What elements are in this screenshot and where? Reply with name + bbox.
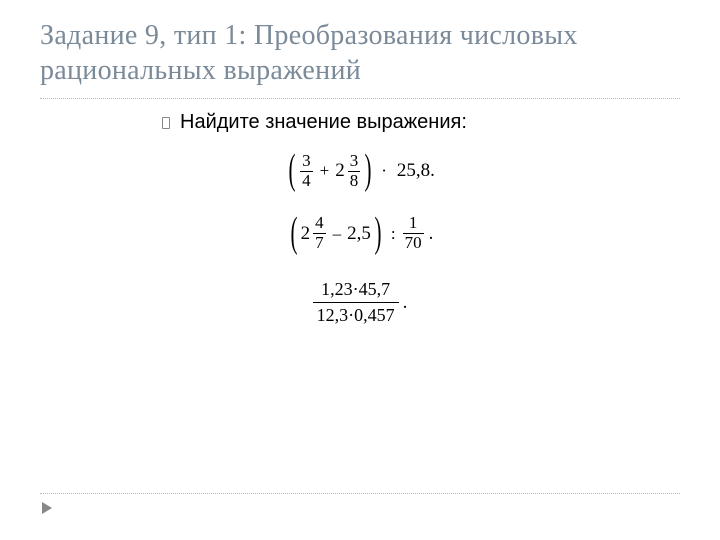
long-fraction: 1,23·45,7 12,3·0,457 bbox=[313, 277, 399, 329]
right-paren-icon: ) bbox=[374, 217, 381, 251]
content-area: Найдите значение выражения: ( 3 4 + 2 3 … bbox=[0, 99, 720, 329]
denominator: 8 bbox=[348, 171, 361, 191]
denominator: 12,3·0,457 bbox=[313, 302, 399, 328]
fraction: 1 70 bbox=[403, 214, 424, 252]
numerator: 3 bbox=[348, 152, 361, 171]
mixed-number: 2 4 7 bbox=[301, 214, 327, 252]
period: . bbox=[429, 223, 434, 245]
left-paren-icon: ( bbox=[290, 217, 297, 251]
decimal-value: 25,8. bbox=[397, 160, 435, 182]
operator-divide: : bbox=[391, 224, 396, 244]
numerator: 1,23·45,7 bbox=[317, 277, 394, 302]
numerator: 1 bbox=[407, 214, 420, 233]
decimal-value: 2,5 bbox=[347, 223, 371, 245]
fraction: 3 8 bbox=[348, 152, 361, 190]
whole-part: 2 bbox=[301, 223, 311, 245]
divider-bottom bbox=[40, 493, 680, 494]
left-paren-icon: ( bbox=[289, 154, 296, 188]
numerator: 3 bbox=[300, 152, 313, 171]
denominator: 4 bbox=[300, 171, 313, 191]
bullet-icon bbox=[162, 117, 170, 129]
period: . bbox=[403, 292, 408, 314]
fraction: 3 4 bbox=[300, 152, 313, 190]
next-arrow-icon bbox=[42, 502, 52, 514]
expression-1: ( 3 4 + 2 3 8 ) · 25,8. bbox=[40, 152, 680, 190]
operator-times: · bbox=[381, 161, 387, 181]
operator-minus: – bbox=[333, 224, 342, 244]
denominator: 70 bbox=[403, 233, 424, 253]
expression-3: 1,23·45,7 12,3·0,457 . bbox=[40, 277, 680, 329]
instruction-text: Найдите значение выражения: bbox=[180, 111, 467, 134]
instruction-row: Найдите значение выражения: bbox=[162, 111, 680, 134]
operator-plus: + bbox=[320, 161, 330, 181]
slide-title: Задание 9, тип 1: Преобразования числовы… bbox=[0, 0, 720, 98]
mixed-number: 2 3 8 bbox=[335, 152, 361, 190]
whole-part: 2 bbox=[335, 160, 345, 182]
slide-footer bbox=[40, 493, 680, 514]
denominator: 7 bbox=[313, 233, 326, 253]
expression-2: ( 2 4 7 – 2,5 ) : 1 70 . bbox=[40, 214, 680, 252]
fraction: 4 7 bbox=[313, 214, 326, 252]
right-paren-icon: ) bbox=[365, 154, 372, 188]
numerator: 4 bbox=[313, 214, 326, 233]
math-block: ( 3 4 + 2 3 8 ) · 25,8. ( 2 4 bbox=[40, 152, 680, 329]
